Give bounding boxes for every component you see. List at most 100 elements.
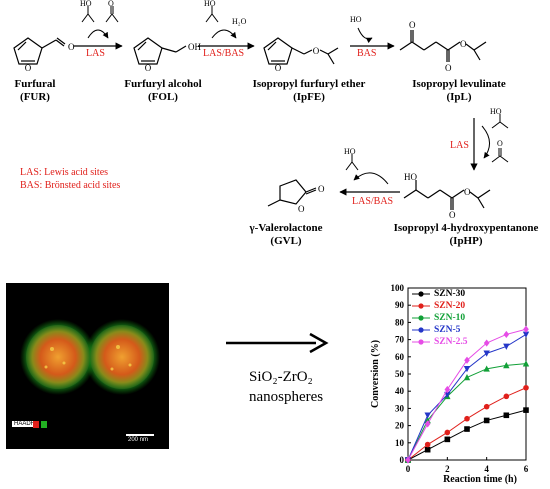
compound-ipfe: Isopropyl furfuryl ether (IpFE) — [252, 78, 366, 103]
furfural-structure — [13, 37, 66, 65]
y-tick-label: 10 — [395, 438, 405, 448]
data-point-SZN-5 — [463, 366, 471, 373]
data-point-SZN-20 — [483, 403, 490, 410]
y-tick-label: 90 — [395, 300, 405, 310]
data-point-SZN-30 — [424, 446, 431, 453]
svg-text:HO: HO — [344, 147, 356, 156]
svg-text:O: O — [464, 187, 471, 197]
svg-text:O: O — [145, 63, 152, 73]
svg-text:O: O — [108, 0, 114, 8]
data-point-SZN-2.5 — [503, 330, 510, 339]
data-point-SZN-30 — [523, 407, 529, 413]
x-tick-label: 6 — [524, 464, 529, 474]
y-tick-label: 70 — [395, 335, 405, 345]
svg-text:OH: OH — [188, 42, 201, 52]
data-point-SZN-2.5 — [483, 339, 490, 347]
data-point-SZN-5 — [483, 350, 490, 357]
legend-item: SZN-2.5 — [412, 336, 468, 348]
data-point-SZN-5 — [522, 331, 530, 338]
ipl-structure — [399, 30, 487, 62]
furan-o-label: O — [25, 63, 32, 73]
legend-swatch — [412, 315, 430, 321]
data-point-SZN-2.5 — [424, 420, 431, 428]
haadf-badge: HAADF — [12, 421, 37, 427]
data-point-SZN-10 — [522, 360, 530, 367]
si-channel-swatch — [41, 421, 47, 428]
y-tick-label: 30 — [395, 403, 405, 413]
ipfe-structure — [263, 37, 339, 65]
data-point-SZN-30 — [444, 436, 451, 443]
data-point-SZN-2.5 — [405, 456, 411, 464]
legend-item: SZN-20 — [412, 300, 468, 312]
x-axis-label: Reaction time (h) — [443, 474, 517, 485]
acid-site-notes: LAS: Lewis acid sites BAS: Brönsted acid… — [20, 167, 121, 191]
water-label: H₂O — [232, 17, 247, 26]
iphp-structure — [403, 180, 491, 210]
legend-label: SZN-5 — [434, 325, 461, 335]
svg-text:O: O — [313, 46, 320, 56]
svg-text:HO: HO — [404, 172, 417, 182]
data-point-SZN-30 — [503, 412, 510, 419]
x-tick-label: 2 — [445, 464, 450, 474]
legend-swatch — [412, 291, 430, 297]
y-axis-label: Conversion (%) — [370, 340, 381, 408]
legend-item: SZN-10 — [412, 312, 468, 324]
aldehyde-o-label: O — [68, 42, 75, 52]
y-tick-label: 50 — [395, 369, 405, 379]
data-point-SZN-10 — [463, 374, 471, 381]
catalyst-label-3: BAS — [357, 48, 377, 59]
svg-text:O: O — [460, 39, 467, 49]
data-point-SZN-10 — [483, 365, 490, 372]
zr-channel-swatch — [33, 421, 39, 428]
catalyst-label-2: LAS/BAS — [203, 48, 245, 59]
compound-gvl: γ-Valerolactone (GVL) — [249, 222, 323, 247]
svg-text:HO: HO — [204, 0, 216, 8]
svg-text:O: O — [449, 210, 456, 220]
catalyst-label-1: LAS — [86, 48, 105, 59]
conversion-chart: Conversion (%) Reaction time (h) 0 10 20 30… — [370, 283, 530, 485]
data-point-SZN-30 — [483, 417, 490, 424]
chart-legend: SZN-30 SZN-20 SZN-10 SZN-5 SZN-2.5 — [412, 288, 468, 348]
y-tick-label: 80 — [395, 317, 405, 327]
svg-text:O: O — [318, 184, 325, 194]
data-point-SZN-5 — [503, 343, 510, 350]
furfuryl-alcohol-structure — [133, 37, 187, 65]
svg-text:HO: HO — [490, 107, 502, 116]
acetone-structure — [105, 6, 119, 23]
compound-fur: Furfural (FUR) — [14, 78, 56, 103]
isopropanol-structure — [81, 6, 95, 23]
gvl-structure — [267, 179, 317, 207]
svg-text:O: O — [275, 63, 282, 73]
data-point-SZN-20 — [523, 384, 529, 391]
data-point-SZN-30 — [464, 426, 470, 432]
legend-swatch — [412, 327, 430, 333]
y-tick-label: 100 — [391, 283, 405, 293]
svg-text:O: O — [445, 63, 452, 73]
legend-label: SZN-30 — [434, 289, 466, 299]
catalyst-label-5: LAS/BAS — [352, 196, 394, 207]
legend-label: SZN-20 — [434, 301, 466, 311]
legend-item: SZN-5 — [412, 324, 468, 336]
legend-label: SZN-2.5 — [434, 337, 468, 347]
svg-text:O: O — [409, 20, 416, 30]
data-point-SZN-5 — [444, 391, 451, 399]
data-point-SZN-20 — [464, 415, 470, 422]
svg-text:O: O — [497, 139, 503, 148]
data-point-SZN-10 — [503, 362, 510, 369]
y-tick-label: 40 — [395, 386, 405, 396]
compound-iphp: Isopropyl 4-hydroxypentanone (IpHP) — [393, 222, 539, 247]
x-tick-label: 4 — [484, 464, 489, 474]
y-tick-label: 0 — [400, 455, 405, 465]
data-point-SZN-5 — [424, 412, 431, 419]
stem-micrograph: HAADF 200 nm — [6, 283, 169, 449]
process-arrow — [226, 332, 329, 354]
water-in-label: HO — [350, 15, 362, 24]
scale-bar-label: 200 nm — [128, 437, 149, 443]
y-tick-label: 20 — [395, 421, 405, 431]
data-point-SZN-20 — [424, 441, 431, 448]
y-tick-label: 60 — [395, 352, 405, 362]
reaction-scheme: O O HO O O OH HO H₂O O O HO — [13, 0, 509, 220]
compound-fol: Furfuryl alcohol (FOL) — [124, 78, 202, 103]
svg-text:HO: HO — [80, 0, 92, 8]
catalyst-label-4: LAS — [450, 140, 469, 151]
